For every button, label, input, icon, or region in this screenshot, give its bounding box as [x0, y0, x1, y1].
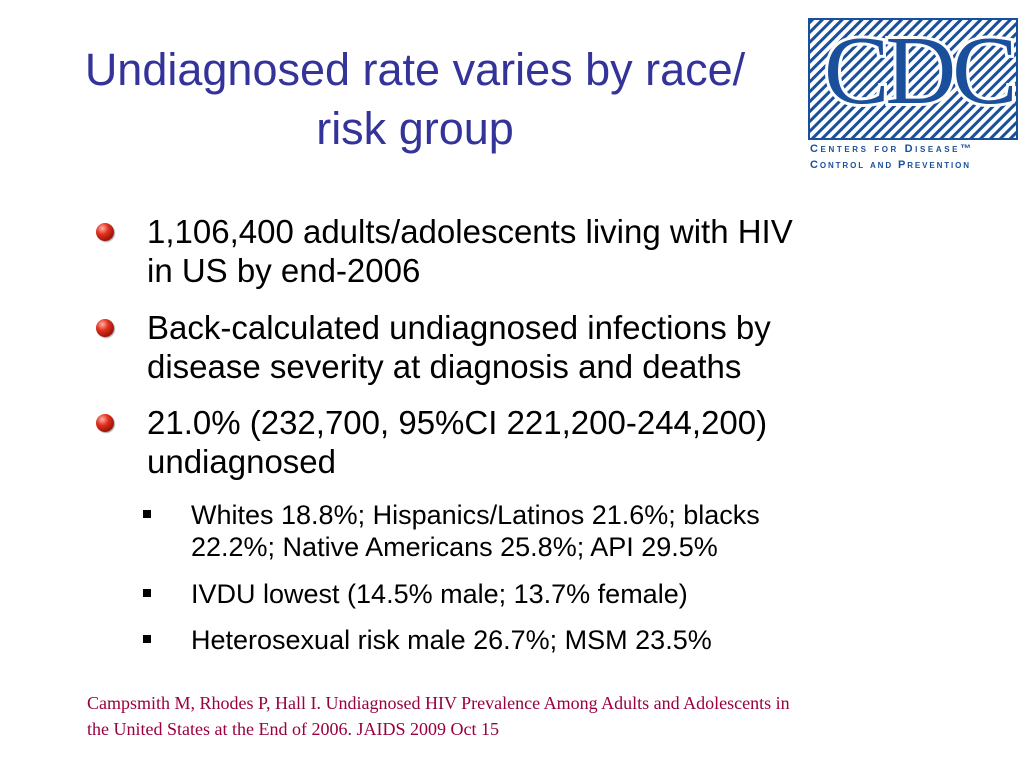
bullet-item: 21.0% (232,700, 95%CI 221,200-244,200) u…: [96, 403, 947, 481]
bullet-text-line: 1,106,400 adults/adolescents living with…: [147, 213, 793, 250]
bullet-text-line: disease severity at diagnosis and deaths: [147, 348, 742, 385]
sub-bullet-text-line: Whites 18.8%; Hispanics/Latinos 21.6%; b…: [191, 500, 760, 530]
bullet-dot-icon: [96, 319, 114, 337]
citation-line-1: Campsmith M, Rhodes P, Hall I. Undiagnos…: [87, 693, 790, 713]
citation: Campsmith M, Rhodes P, Hall I. Undiagnos…: [87, 690, 997, 742]
sub-bullet-text-line: 22.2%; Native Americans 25.8%; API 29.5%: [191, 532, 718, 562]
cdc-logo-tagline-2: Control and Prevention: [810, 159, 971, 171]
cdc-logo-box: CDC: [808, 18, 1018, 140]
citation-line-2: the United States at the End of 2006. JA…: [87, 719, 499, 739]
bullet-dot-icon: [96, 414, 114, 432]
cdc-logo: CDC Centers for Disease™ Control and Pre…: [808, 18, 1018, 176]
bullet-item: 1,106,400 adults/adolescents living with…: [96, 212, 947, 290]
bullet-text-line: 21.0% (232,700, 95%CI 221,200-244,200): [147, 404, 768, 441]
sub-bullet-square-icon: [143, 589, 151, 597]
sub-bullet-text-line: Heterosexual risk male 26.7%; MSM 23.5%: [191, 625, 712, 655]
bullet-dot-icon: [96, 223, 114, 241]
sub-bullet-square-icon: [143, 510, 151, 518]
sub-bullet-item: Heterosexual risk male 26.7%; MSM 23.5%: [143, 624, 951, 656]
sub-bullet-item: IVDU lowest (14.5% male; 13.7% female): [143, 578, 951, 610]
bullet-text-line: undiagnosed: [147, 443, 337, 480]
sub-bullet-square-icon: [143, 635, 151, 643]
sub-bullet-text-line: IVDU lowest (14.5% male; 13.7% female): [191, 579, 688, 609]
cdc-logo-stripes-icon: [810, 20, 1016, 138]
slide-title: Undiagnosed rate varies by race/ risk gr…: [20, 40, 810, 158]
slide-title-line-1: Undiagnosed rate varies by race/: [84, 44, 746, 95]
bullet-text-line: Back-calculated undiagnosed infections b…: [147, 309, 771, 346]
bullet-text-line: in US by end-2006: [147, 252, 421, 289]
cdc-logo-letters: CDC: [821, 18, 1016, 128]
bullet-item: Back-calculated undiagnosed infections b…: [96, 308, 947, 386]
slide-title-line-2: risk group: [316, 103, 514, 154]
sub-bullet-item: Whites 18.8%; Hispanics/Latinos 21.6%; b…: [143, 499, 951, 563]
cdc-logo-tagline-1: Centers for Disease™: [810, 143, 974, 155]
